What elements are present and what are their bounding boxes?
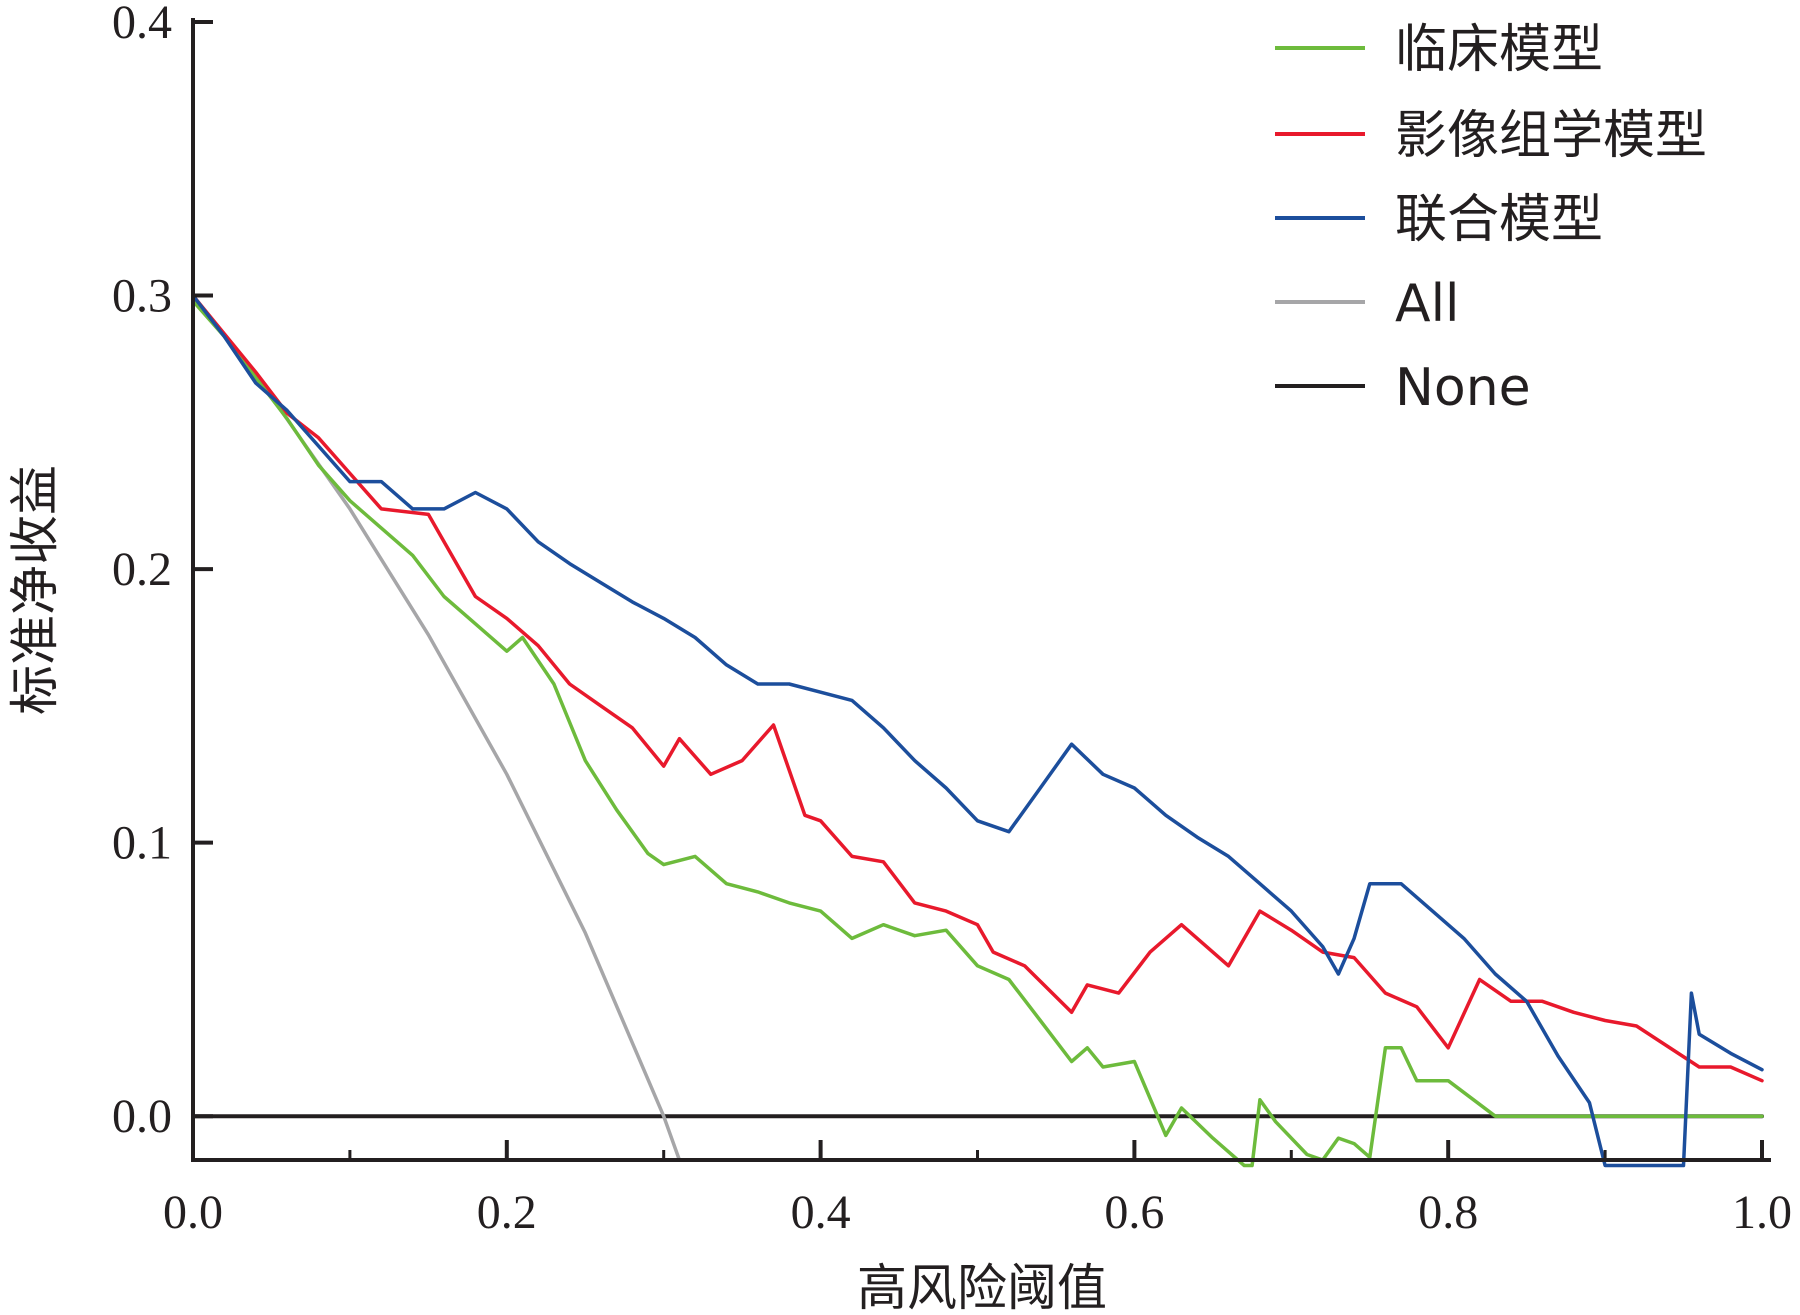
y-ticks: 0.0 0.1 0.2 0.3 0.4: [112, 0, 213, 1143]
x-tick-label: 1.0: [1732, 1186, 1792, 1239]
legend-label-2: 联合模型: [1395, 190, 1603, 250]
axes: [191, 18, 1771, 1162]
y-tick-label: 0.2: [112, 543, 172, 596]
y-axis-label: 标准净收益: [6, 465, 64, 715]
y-tick-label: 0.1: [112, 817, 172, 870]
x-ticks: 0.0 0.2 0.4 0.6 0.8 1.0: [163, 1140, 1792, 1239]
plot-lines: [191, 293, 1764, 1168]
y-tick-label: 0.0: [112, 1090, 172, 1143]
y-tick-label: 0.4: [112, 0, 172, 49]
series-line-2: [191, 293, 1764, 1168]
legend-label-4: None: [1395, 358, 1531, 418]
y-tick-label: 0.3: [112, 270, 172, 323]
series-line-0: [191, 299, 1764, 1168]
x-tick-label: 0.8: [1418, 1186, 1478, 1239]
series-line-1: [191, 293, 1764, 1083]
legend-label-3: All: [1395, 274, 1459, 334]
x-tick-label: 0.4: [791, 1186, 851, 1239]
x-tick-label: 0.6: [1104, 1186, 1164, 1239]
x-tick-label: 0.2: [477, 1186, 537, 1239]
x-tick-label: 0.0: [163, 1186, 223, 1239]
x-axis-label: 高风险阈值: [857, 1259, 1107, 1315]
series-line-3: [191, 293, 682, 1162]
legend-label-1: 影像组学模型: [1395, 106, 1707, 166]
legend-label-0: 临床模型: [1395, 20, 1603, 80]
